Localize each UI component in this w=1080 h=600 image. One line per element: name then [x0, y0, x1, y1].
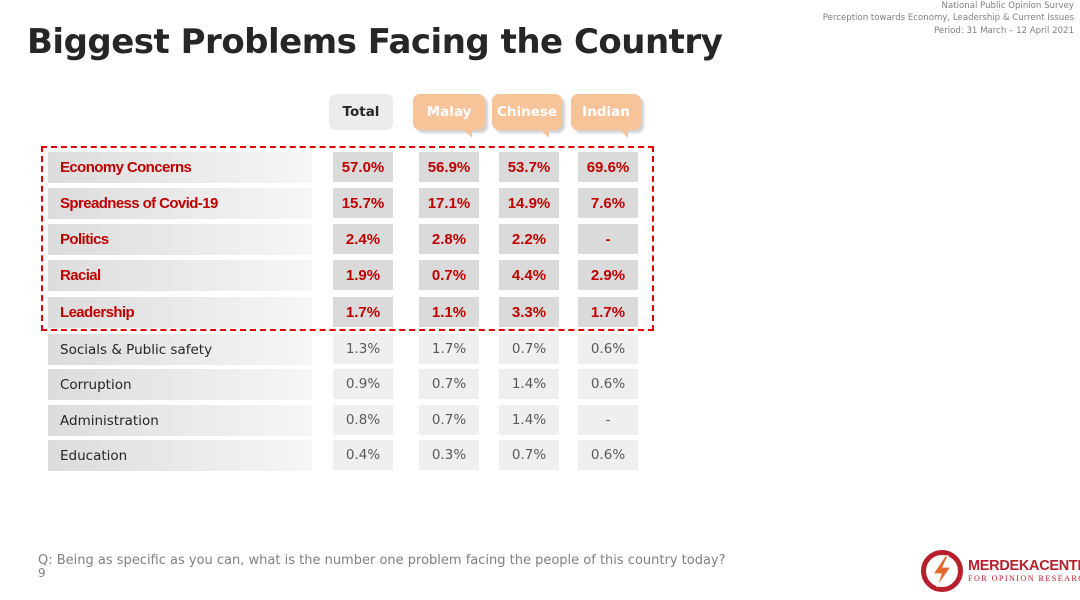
column-header-indian: Indian — [571, 94, 641, 138]
cell-spreadness-of-covid-19-chinese: 14.9% — [499, 188, 559, 218]
cell-economy-concerns-indian: 69.6% — [578, 152, 638, 182]
cell-socials-public-safety-indian: 0.6% — [578, 334, 638, 364]
row-label-education: Education — [48, 440, 312, 471]
cell-leadership-malay: 1.1% — [419, 297, 479, 327]
survey-meta: National Public Opinion Survey Perceptio… — [823, 0, 1074, 37]
cell-economy-concerns-malay: 56.9% — [419, 152, 479, 182]
survey-question: Q: Being as specific as you can, what is… — [38, 553, 726, 568]
cell-corruption-total: 0.9% — [333, 369, 393, 399]
cell-leadership-chinese: 3.3% — [499, 297, 559, 327]
cell-racial-total: 1.9% — [333, 260, 393, 290]
column-header-chinese: Chinese — [492, 94, 562, 138]
column-header-malay: Malay — [413, 94, 485, 138]
cell-administration-total: 0.8% — [333, 405, 393, 435]
survey-name: National Public Opinion Survey — [941, 1, 1074, 11]
cell-administration-malay: 0.7% — [419, 405, 479, 435]
row-label-politics: Politics — [48, 224, 312, 255]
cell-education-indian: 0.6% — [578, 440, 638, 470]
row-label-administration: Administration — [48, 405, 312, 436]
row-label-corruption: Corruption — [48, 369, 312, 400]
cell-corruption-indian: 0.6% — [578, 369, 638, 399]
logo-name: MERDEKACENTER — [968, 557, 1080, 574]
cell-education-total: 0.4% — [333, 440, 393, 470]
cell-socials-public-safety-total: 1.3% — [333, 334, 393, 364]
survey-period: Period: 31 March – 12 April 2021 — [934, 25, 1074, 36]
cell-economy-concerns-total: 57.0% — [333, 152, 393, 182]
page-title: Biggest Problems Facing the Country — [27, 22, 723, 62]
cell-politics-chinese: 2.2% — [499, 224, 559, 254]
cell-economy-concerns-chinese: 53.7% — [499, 152, 559, 182]
row-label-economy-concerns: Economy Concerns — [48, 152, 312, 183]
survey-topic: Perception towards Economy, Leadership &… — [822, 13, 1074, 24]
merdeka-center-logo: MERDEKACENTER FOR OPINION RESEARCH — [920, 549, 1080, 593]
cell-spreadness-of-covid-19-malay: 17.1% — [419, 188, 479, 218]
cell-racial-chinese: 4.4% — [499, 260, 559, 290]
row-label-racial: Racial — [48, 260, 312, 291]
cell-spreadness-of-covid-19-indian: 7.6% — [578, 188, 638, 218]
cell-racial-malay: 0.7% — [419, 260, 479, 290]
cell-spreadness-of-covid-19-total: 15.7% — [333, 188, 393, 218]
cell-administration-chinese: 1.4% — [499, 405, 559, 435]
cell-leadership-indian: 1.7% — [578, 297, 638, 327]
row-label-leadership: Leadership — [48, 297, 312, 328]
cell-socials-public-safety-chinese: 0.7% — [499, 334, 559, 364]
cell-education-chinese: 0.7% — [499, 440, 559, 470]
cell-politics-total: 2.4% — [333, 224, 393, 254]
row-label-spreadness-of-covid-19: Spreadness of Covid-19 — [48, 188, 312, 219]
cell-corruption-chinese: 1.4% — [499, 369, 559, 399]
cell-racial-indian: 2.9% — [578, 260, 638, 290]
cell-corruption-malay: 0.7% — [419, 369, 479, 399]
cell-administration-indian: - — [578, 405, 638, 435]
column-header-total: Total — [329, 94, 393, 130]
cell-socials-public-safety-malay: 1.7% — [419, 334, 479, 364]
page-number: 9 — [38, 566, 46, 580]
logo-subtitle: FOR OPINION RESEARCH — [968, 574, 1080, 584]
merdeka-center-logo-icon — [921, 550, 963, 592]
cell-politics-malay: 2.8% — [419, 224, 479, 254]
cell-politics-indian: - — [578, 224, 638, 254]
top-problems-highlight-box — [41, 146, 654, 331]
cell-leadership-total: 1.7% — [333, 297, 393, 327]
row-label-socials-public-safety: Socials & Public safety — [48, 334, 312, 365]
cell-education-malay: 0.3% — [419, 440, 479, 470]
